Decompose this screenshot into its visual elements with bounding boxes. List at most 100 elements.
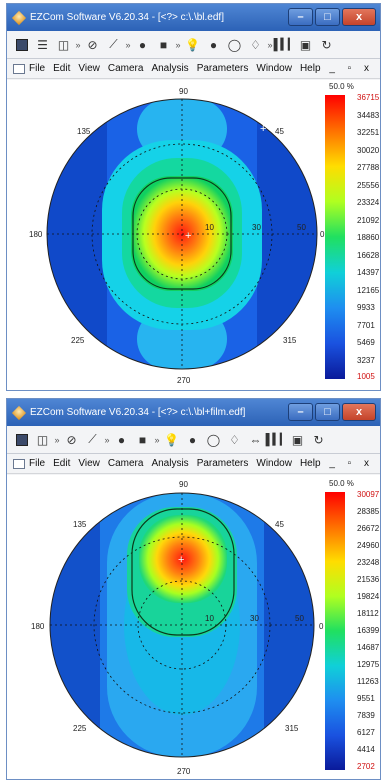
mdi-controls[interactable]: _ ▫ x: [329, 458, 374, 469]
stop-icon[interactable]: ■: [138, 432, 147, 447]
color-scale-bar: 36715 34483 32251 30020 27788 25556 2332…: [325, 93, 379, 381]
maximize-button[interactable]: □: [315, 403, 340, 421]
chevron-more-icon[interactable]: »: [267, 39, 273, 50]
app-logo-icon: [13, 407, 25, 419]
menu-camera[interactable]: Camera: [107, 458, 144, 469]
no-entry-icon[interactable]: ⊘: [87, 37, 98, 52]
minimize-button[interactable]: –: [288, 403, 313, 421]
scale-tick: 11263: [357, 677, 379, 686]
axis-icon[interactable]: ⟋: [109, 37, 118, 51]
scale-tick: 12165: [357, 286, 380, 295]
angle-label-0: 0: [319, 622, 324, 631]
axis-icon[interactable]: ⟋: [88, 432, 97, 446]
color-scale-bar: 30097 28385 26672 24960 23248 21536 1982…: [325, 490, 379, 771]
menu-help[interactable]: Help: [299, 458, 321, 469]
scale-tick: 3237: [357, 356, 375, 365]
angle-label-270: 270: [177, 767, 191, 776]
close-button[interactable]: x: [342, 403, 376, 421]
document-icon: [13, 458, 25, 469]
scale-tick: 7701: [357, 321, 375, 330]
bar-chart-icon[interactable]: ▌▍▎: [273, 39, 297, 51]
save-icon[interactable]: [13, 36, 30, 53]
title-bar[interactable]: EZCom Software V6.20.34 - [<?> c:\.\bl+f…: [7, 399, 380, 426]
maximize-button[interactable]: □: [315, 8, 340, 26]
window-controls: – □ x: [288, 403, 376, 421]
chevron-more-icon[interactable]: »: [154, 434, 160, 445]
stop-icon[interactable]: ■: [159, 37, 168, 52]
scale-max: 30097: [357, 490, 380, 499]
bulb-red-icon[interactable]: ♢: [229, 432, 240, 447]
no-entry-icon[interactable]: ⊘: [66, 432, 77, 447]
center-cross-icon: +: [185, 230, 191, 242]
layout-icon[interactable]: ☰: [37, 37, 48, 52]
menu-view[interactable]: View: [78, 458, 100, 469]
window-title: EZCom Software V6.20.34 - [<?> c:\.\bl+f…: [30, 407, 246, 418]
angle-label-90: 90: [179, 87, 188, 96]
bulb-red-icon[interactable]: ♢: [250, 37, 261, 52]
polar-plot: 10 30 50 + +: [49, 492, 315, 758]
bulb-on-icon[interactable]: ●: [209, 37, 218, 52]
minimize-button[interactable]: –: [288, 8, 313, 26]
window-icon[interactable]: ◫: [36, 432, 49, 447]
save-icon[interactable]: [13, 431, 30, 448]
scale-tick: 25556: [357, 181, 380, 190]
link-icon[interactable]: ⇔: [249, 432, 262, 447]
mdi-controls[interactable]: _ ▫ x: [329, 63, 374, 74]
menu-camera[interactable]: Camera: [107, 63, 144, 74]
scale-tick: 21536: [357, 575, 380, 584]
angle-label-180: 180: [31, 622, 45, 631]
chevron-more-icon[interactable]: »: [125, 39, 131, 50]
refresh-icon[interactable]: ↻: [321, 37, 332, 52]
close-button[interactable]: x: [342, 8, 376, 26]
scale-tick: 16399: [357, 626, 380, 635]
menu-edit[interactable]: Edit: [53, 458, 71, 469]
scale-tick: 18860: [357, 233, 380, 242]
camera-icon[interactable]: ▣: [299, 37, 312, 52]
scale-tick: 32251: [357, 128, 380, 137]
chevron-more-icon[interactable]: »: [54, 434, 60, 445]
menu-file[interactable]: File: [29, 458, 46, 469]
menu-window[interactable]: Window: [256, 63, 292, 74]
bar-chart-icon[interactable]: ▌▍▎: [265, 434, 289, 446]
angle-label-315: 315: [283, 336, 297, 345]
scale-tick: 18112: [357, 609, 379, 618]
radial-label-30: 30: [250, 614, 259, 623]
scale-tick: 28385: [357, 507, 380, 516]
scale-tick: 7839: [357, 711, 375, 720]
bulb-off-icon[interactable]: ◯: [206, 432, 221, 447]
chevron-more-icon[interactable]: »: [175, 39, 181, 50]
scale-tick: 27788: [357, 163, 380, 172]
menu-help[interactable]: Help: [299, 63, 321, 74]
window-icon[interactable]: ◫: [57, 37, 70, 52]
radial-label-10: 10: [205, 223, 214, 232]
camera-icon[interactable]: ▣: [291, 432, 304, 447]
bulb-icon[interactable]: 💡: [164, 432, 179, 447]
menu-window[interactable]: Window: [256, 458, 292, 469]
menu-file[interactable]: File: [29, 63, 46, 74]
chevron-more-icon[interactable]: »: [75, 39, 81, 50]
title-bar[interactable]: EZCom Software V6.20.34 - [<?> c:\.\bl.e…: [7, 4, 380, 31]
angle-label-135: 135: [73, 520, 87, 529]
window-title: EZCom Software V6.20.34 - [<?> c:\.\bl.e…: [30, 12, 224, 23]
menu-analysis[interactable]: Analysis: [151, 458, 189, 469]
refresh-icon[interactable]: ↻: [313, 432, 324, 447]
scale-tick: 9551: [357, 694, 375, 703]
menu-parameters[interactable]: Parameters: [196, 458, 249, 469]
bulb-icon[interactable]: 💡: [185, 37, 200, 52]
scale-tick: 23248: [357, 558, 380, 567]
dot-icon[interactable]: ●: [117, 432, 126, 447]
scale-tick: 23324: [357, 198, 380, 207]
dot-icon[interactable]: ●: [138, 37, 147, 52]
app-logo-icon: [13, 12, 25, 24]
bulb-on-icon[interactable]: ●: [188, 432, 197, 447]
chevron-more-icon[interactable]: »: [104, 434, 110, 445]
menu-view[interactable]: View: [78, 63, 100, 74]
menu-analysis[interactable]: Analysis: [151, 63, 189, 74]
scale-tick: 19824: [357, 592, 380, 601]
center-cross-icon: +: [178, 554, 184, 566]
angle-label-180: 180: [29, 230, 43, 239]
angle-label-135: 135: [77, 127, 91, 136]
menu-parameters[interactable]: Parameters: [196, 63, 249, 74]
menu-edit[interactable]: Edit: [53, 63, 71, 74]
bulb-off-icon[interactable]: ◯: [227, 37, 242, 52]
